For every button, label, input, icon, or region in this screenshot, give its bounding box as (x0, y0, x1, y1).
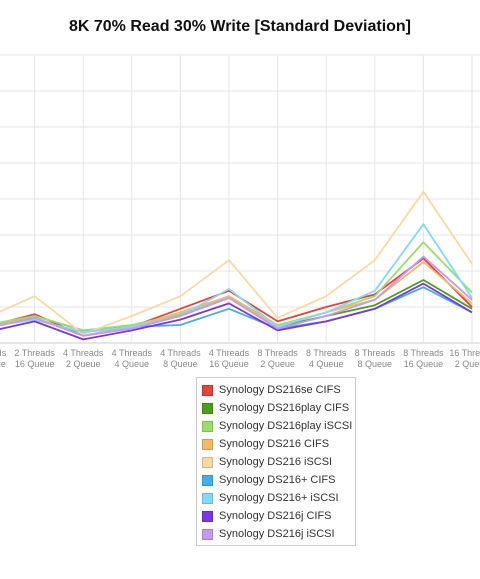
legend-swatch (202, 420, 213, 432)
x-tick-label: 8 Threads 2 Queue (257, 348, 298, 369)
legend-label: Synology DS216j iSCSI (219, 528, 335, 540)
legend-swatch (202, 474, 213, 486)
chart-legend: Synology DS216se CIFS Synology DS216play … (196, 377, 356, 546)
chart-gridlines (0, 54, 480, 344)
legend-item[interactable]: Synology DS216 CIFS (197, 435, 355, 453)
legend-swatch (202, 492, 213, 504)
x-tick-label: 8 Threads 8 Queue (355, 348, 396, 369)
legend-swatch (202, 402, 213, 414)
x-tick-label: 4 Threads 2 Queue (63, 348, 104, 369)
x-tick-label: 8 Threads 16 Queue (403, 348, 444, 369)
legend-item[interactable]: Synology DS216j CIFS (197, 507, 355, 525)
series-line-7 (0, 282, 473, 341)
legend-item[interactable]: Synology DS216play CIFS (197, 399, 355, 417)
legend-label: Synology DS216 CIFS (219, 438, 330, 450)
legend-swatch (202, 438, 213, 450)
legend-item[interactable]: Synology DS216+ CIFS (197, 471, 355, 489)
legend-item[interactable]: Synology DS216j iSCSI (197, 525, 355, 543)
legend-label: Synology DS216j CIFS (219, 510, 332, 522)
legend-label: Synology DS216 iSCSI (219, 456, 333, 468)
series-line-1 (0, 279, 473, 332)
chart-title: 8K 70% Read 30% Write [Standard Deviatio… (68, 18, 412, 35)
x-tick-label: 8 Threads 4 Queue (306, 348, 347, 369)
legend-label: Synology DS216play iSCSI (219, 420, 353, 432)
x-tick-label: 4 Threads 8 Queue (160, 348, 201, 369)
legend-label: Synology DS216+ iSCSI (219, 492, 339, 504)
legend-swatch (202, 456, 213, 468)
legend-item[interactable]: Synology DS216 iSCSI (197, 453, 355, 471)
legend-label: Synology DS216+ CIFS (219, 474, 336, 486)
legend-label: Synology DS216play CIFS (219, 402, 350, 414)
legend-swatch (202, 528, 213, 540)
legend-label: Synology DS216se CIFS (219, 384, 341, 396)
legend-swatch (202, 384, 213, 396)
x-tick-label: 4 Threads 16 Queue (209, 348, 250, 369)
x-tick-label: 4 Threads 4 Queue (112, 348, 153, 369)
legend-swatch (202, 510, 213, 522)
legend-item[interactable]: Synology DS216+ iSCSI (197, 489, 355, 507)
chart-series (0, 190, 473, 341)
legend-item[interactable]: Synology DS216play iSCSI (197, 417, 355, 435)
series-line-4 (0, 190, 473, 335)
series-line-6 (0, 223, 473, 334)
series-line-8 (0, 255, 473, 337)
legend-item[interactable]: Synology DS216se CIFS (197, 381, 355, 399)
x-tick-label: 2 Threads 16 Queue (14, 348, 55, 369)
